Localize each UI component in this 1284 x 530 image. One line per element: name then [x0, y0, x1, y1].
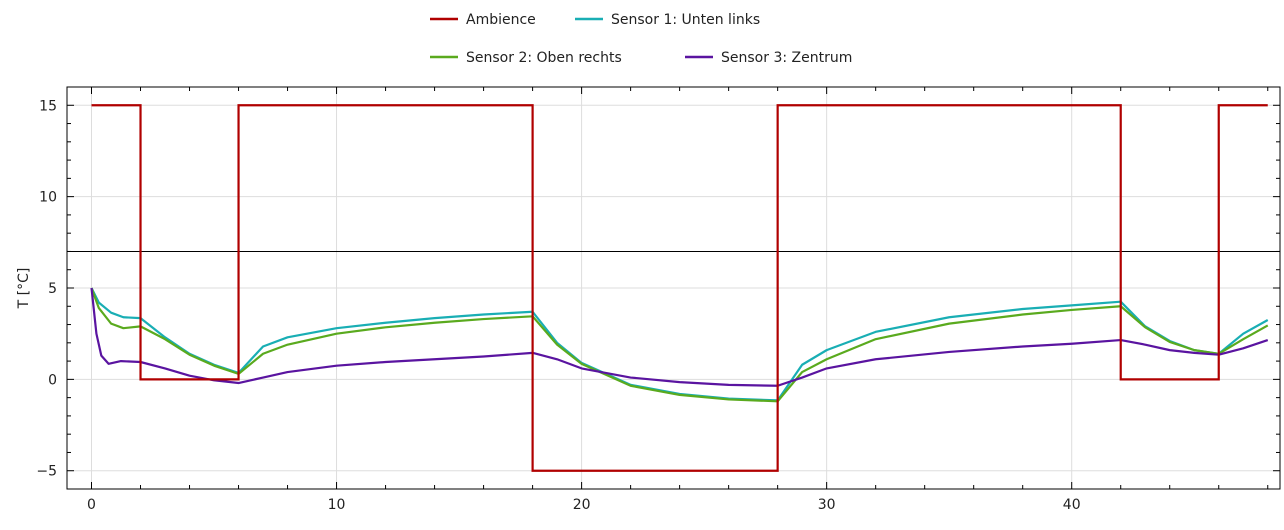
series-line-0: [91, 104, 1268, 472]
legend-label-1: Sensor 1: Unten links: [611, 12, 760, 28]
series-line-2: [90, 287, 1269, 403]
x-tick-label: 10: [328, 497, 346, 513]
x-tick-label: 30: [818, 497, 836, 513]
legend-label-0: Ambience: [466, 12, 536, 28]
legend-label-2: Sensor 2: Oben rechts: [466, 50, 622, 66]
x-tick-label: 40: [1063, 497, 1081, 513]
legend-label-3: Sensor 3: Zentrum: [721, 50, 852, 66]
y-axis-label: T [°C]: [16, 268, 32, 310]
y-tick-label: −5: [36, 464, 57, 480]
series-line-1: [90, 287, 1269, 402]
y-tick-label: 0: [48, 372, 57, 388]
grid: [67, 87, 1280, 489]
legend: Ambience Sensor 1: Unten links Sensor 2: O…: [430, 12, 852, 66]
y-tick-label: 15: [39, 98, 57, 114]
x-tick-label: 20: [573, 497, 591, 513]
y-tick-label: 5: [48, 281, 57, 297]
axis-ticks: 0 10 20 30 40 −5 0 5 10 15: [36, 86, 1280, 513]
y-tick-label: 10: [39, 190, 57, 206]
series-line-3: [90, 287, 1269, 387]
x-tick-label: 0: [87, 497, 96, 513]
series-layer: [67, 104, 1280, 472]
